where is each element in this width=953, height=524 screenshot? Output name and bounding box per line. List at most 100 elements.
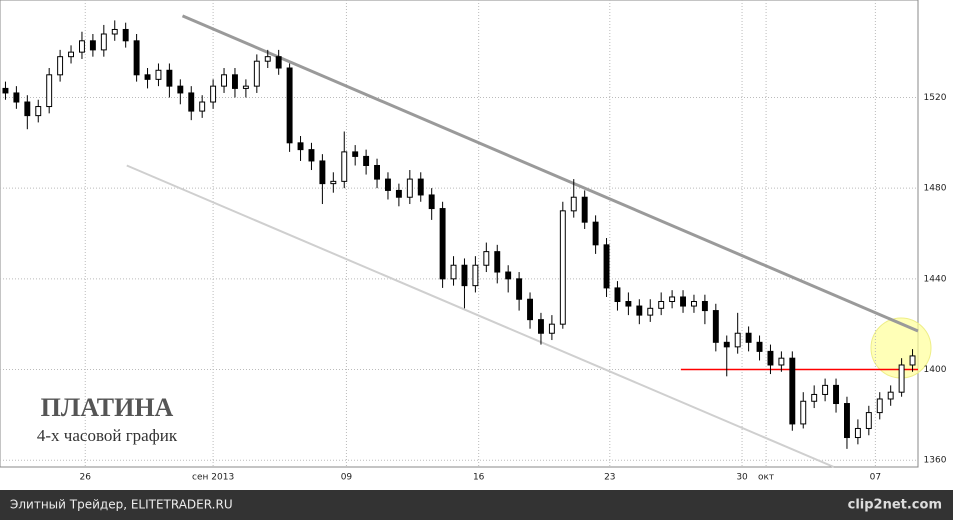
candle-body [286,67,293,144]
candle-body [210,85,217,103]
x-tick-label: 09 [341,473,353,483]
candle-body [505,271,512,280]
candle-body [570,196,577,212]
candle-body [395,189,402,198]
candle-body [352,151,359,157]
candle-body [133,40,140,76]
candle-body [548,323,555,334]
candle-body [46,74,53,108]
candle-body [68,51,74,58]
candle-body [876,398,883,414]
candle-body [428,194,435,210]
candle-body [734,332,741,348]
chart-subtitle: 4-х часовой график [37,426,178,445]
candle-body [122,28,129,42]
candle-body [275,56,282,69]
candle-body [199,101,206,112]
x-tick-label: 26 [80,473,92,483]
candle-body [35,106,42,117]
candle-body [636,305,643,316]
candle-body [756,341,763,352]
candle-body [701,301,708,312]
candle-body [221,74,227,87]
candle-body [854,427,861,439]
candle-body [417,178,424,196]
candle-body [691,301,697,307]
x-tick-label: 23 [604,473,615,483]
candle-body [647,307,654,316]
candle-body [363,155,370,166]
y-tick-label: 1400 [924,365,947,375]
candle-body [89,40,96,51]
candle-body [439,208,446,280]
x-tick-label: 07 [870,473,881,483]
candle-body [909,355,916,366]
candle-body [472,264,479,287]
candle-body [166,69,173,87]
x-tick-label: окт [758,473,774,483]
candle-body [767,350,774,366]
candle-body [833,384,839,405]
trend-line [126,164,835,468]
watermark: clip2net.com [848,498,942,513]
y-tick-label: 1440 [924,274,947,284]
candle-body [24,101,31,117]
candle-body [745,332,752,343]
candle-body [800,400,807,425]
candle-body [461,264,468,287]
x-tick-label: 16 [473,473,485,483]
candle-body [658,301,665,309]
candle-body [57,56,64,76]
x-tick-label: 30 [736,473,748,483]
candle-body [483,251,490,266]
y-tick-label: 1360 [924,456,947,466]
candle-body [865,412,872,429]
candle-body [2,87,9,94]
candle-body [297,142,304,151]
footer-source: Элитный Трейдер, ELITETRADER.RU [10,498,233,512]
candle-body [680,296,686,307]
candle-body [450,264,457,280]
candle-body [494,251,501,273]
candle-body [625,301,632,307]
candle-body [264,56,271,62]
candle-body [603,244,610,289]
candle-body [406,178,413,198]
candle-body [188,92,195,112]
candle-body [13,92,20,103]
trend-line [181,14,919,333]
footer-bar [0,490,953,520]
candle-body [516,278,523,300]
candle-body [538,319,544,334]
candle-body [111,28,118,35]
y-tick-label: 1520 [924,93,947,103]
candle-body [319,160,326,185]
candle-body [308,149,315,162]
candle-body [253,60,260,87]
candle-body [811,393,818,402]
candle-body [669,296,676,303]
candle-body [144,74,151,80]
candle-body [374,164,380,180]
candle-body [330,180,337,185]
chart-title: ПЛАТИНА [41,393,174,422]
candle-body [559,210,566,325]
candle-body [341,151,348,182]
plot-area [0,0,919,468]
candle-body [79,40,85,53]
candle-body [712,310,719,343]
candle-body [100,33,107,51]
candle-body [898,364,905,393]
candle-body [614,287,621,303]
candle-body [581,196,588,223]
candle-body [385,178,391,191]
candle-body [242,85,249,89]
candle-body [822,384,829,395]
candle-body [723,341,730,348]
candle-body [527,298,533,321]
candle-body [844,403,850,439]
y-tick-label: 1480 [924,184,947,194]
candle-body [789,357,796,425]
